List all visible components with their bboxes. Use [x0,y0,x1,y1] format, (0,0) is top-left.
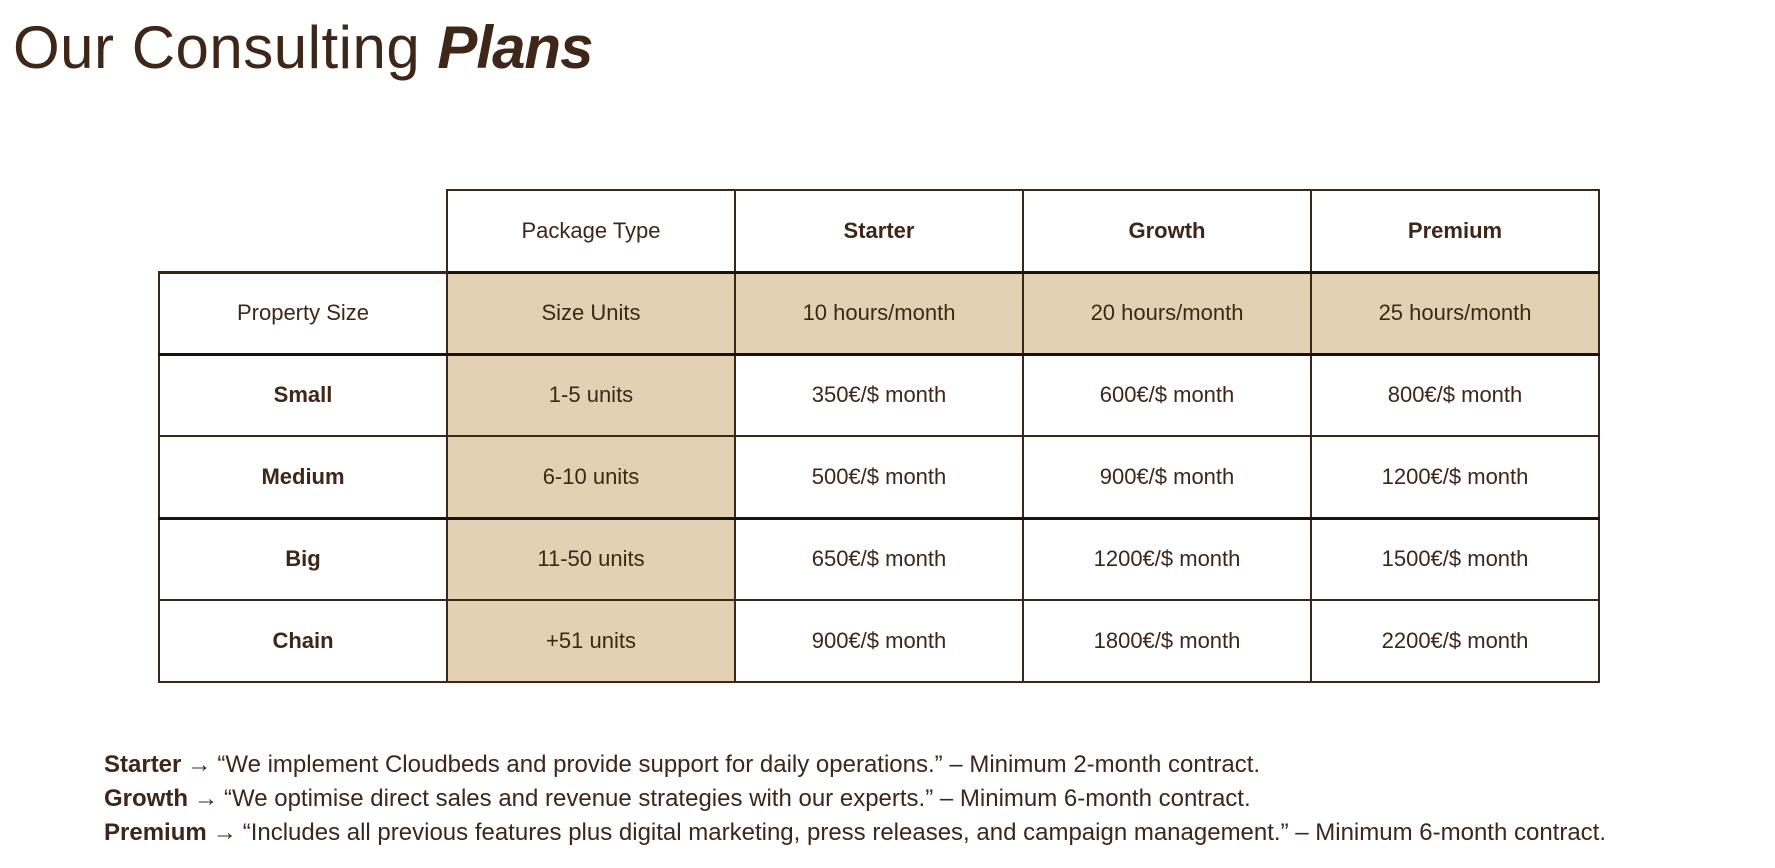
plan-note-name: Growth [104,785,188,812]
page-title-regular: Our Consulting [13,14,438,81]
units-cell: 11-50 units [446,517,736,601]
arrow-right-icon: → [187,751,212,778]
price-premium: 800€/$ month [1310,353,1600,437]
plan-note-text: “We optimise direct sales and revenue st… [224,785,1251,812]
plan-header-starter: Starter [734,189,1024,274]
price-starter: 900€/$ month [734,599,1024,683]
plan-note-name: Starter [104,751,182,778]
hours-growth: 20 hours/month [1022,271,1312,356]
package-type-header: Package Type [446,189,736,274]
table-row: Medium 6-10 units 500€/$ month 900€/$ mo… [158,435,1600,520]
units-cell: +51 units [446,599,736,683]
plan-note-growth: Growth → “We optimise direct sales and rev… [104,782,1606,816]
price-starter: 350€/$ month [734,353,1024,437]
table-row: Small 1-5 units 350€/$ month 600€/$ mont… [158,353,1600,437]
arrow-right-icon: → [212,819,237,846]
price-growth: 900€/$ month [1022,435,1312,520]
plan-descriptions: Starter → “We implement Cloudbeds and prov… [104,748,1606,850]
size-label: Chain [158,599,448,683]
table-row: Big 11-50 units 650€/$ month 1200€/$ mon… [158,517,1600,601]
plan-note-name: Premium [104,819,207,846]
plan-header-premium: Premium [1310,189,1600,274]
units-cell: 1-5 units [446,353,736,437]
size-label: Medium [158,435,448,520]
table-header-row: Package Type Starter Growth Premium [159,189,1600,274]
page-title: Our Consulting Plans [13,8,593,88]
size-label: Small [158,353,448,437]
price-starter: 500€/$ month [734,435,1024,520]
price-growth: 1200€/$ month [1022,517,1312,601]
table-row: Chain +51 units 900€/$ month 1800€/$ mon… [158,599,1600,683]
plan-header-growth: Growth [1022,189,1312,274]
hours-starter: 10 hours/month [734,271,1024,356]
page-title-emphasis: Plans [437,14,593,81]
price-premium: 2200€/$ month [1310,599,1600,683]
plan-note-text: “We implement Cloudbeds and provide supp… [217,751,1261,778]
table-row-property-size: Property Size Size Units 10 hours/month … [158,271,1600,356]
price-premium: 1500€/$ month [1310,517,1600,601]
empty-corner-cell [159,190,447,274]
price-starter: 650€/$ month [734,517,1024,601]
price-growth: 1800€/$ month [1022,599,1312,683]
price-premium: 1200€/$ month [1310,435,1600,520]
plan-note-starter: Starter → “We implement Cloudbeds and prov… [104,748,1606,782]
plan-note-premium: Premium → “Includes all previous features … [104,816,1606,850]
arrow-right-icon: → [194,785,218,812]
size-units-header: Size Units [446,271,736,356]
property-size-label: Property Size [158,271,448,356]
size-label: Big [158,517,448,601]
hours-premium: 25 hours/month [1310,271,1600,356]
plan-note-text: “Includes all previous features plus dig… [242,819,1607,846]
pricing-table: Package Type Starter Growth Premium Prop… [158,189,1600,683]
price-growth: 600€/$ month [1022,353,1312,437]
units-cell: 6-10 units [446,435,736,520]
